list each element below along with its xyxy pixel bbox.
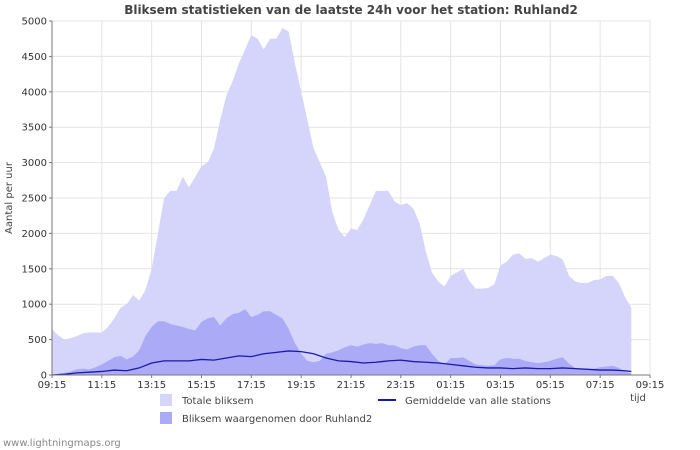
x-tick-label: 09:15 bbox=[38, 380, 67, 391]
y-tick-label: 4500 bbox=[22, 52, 47, 63]
chart-title: Bliksem statistieken van de laatste 24h … bbox=[124, 3, 578, 17]
y-tick-label: 1000 bbox=[22, 300, 47, 311]
legend-swatch-totale bbox=[160, 394, 172, 406]
y-axis-label: Aantal per uur bbox=[4, 161, 15, 234]
plot-area bbox=[51, 20, 651, 376]
x-tick-label: 11:15 bbox=[87, 380, 116, 391]
x-tick-label: 09:15 bbox=[636, 380, 665, 391]
x-tick-label: 07:15 bbox=[586, 380, 615, 391]
y-tick-label: 2000 bbox=[22, 229, 47, 240]
x-tick-label: 01:15 bbox=[436, 380, 465, 391]
legend-label-station: Bliksem waargenomen door Ruhland2 bbox=[182, 414, 372, 425]
legend-label-gemiddelde: Gemiddelde van alle stations bbox=[405, 396, 551, 407]
x-tick-label: 15:15 bbox=[187, 380, 216, 391]
y-tick-label: 1500 bbox=[22, 264, 47, 275]
y-tick-label: 5000 bbox=[22, 17, 47, 28]
x-tick-label: 03:15 bbox=[486, 380, 515, 391]
x-tick-label: 13:15 bbox=[137, 380, 166, 391]
legend-swatch-station bbox=[160, 412, 172, 424]
series-area-0 bbox=[52, 28, 632, 376]
series-line-2 bbox=[51, 350, 632, 376]
y-tick-label: 3500 bbox=[22, 123, 47, 134]
y-tick-label: 0 bbox=[41, 371, 47, 382]
x-tick-label: 23:15 bbox=[386, 380, 415, 391]
series-area-1 bbox=[52, 309, 632, 375]
x-axis-label: tijd bbox=[630, 393, 646, 404]
y-tick-label: 500 bbox=[28, 335, 47, 346]
x-tick-label: 17:15 bbox=[237, 380, 266, 391]
x-tick-label: 05:15 bbox=[536, 380, 565, 391]
watermark: www.lightningmaps.org bbox=[3, 438, 121, 449]
axes: 0 500 1000 1500 2000 2500 3000 3500 4000 4500 5000… bbox=[22, 17, 665, 392]
y-tick-label: 2500 bbox=[22, 194, 47, 205]
x-tick-label: 21:15 bbox=[337, 380, 366, 391]
legend: Totale bliksem Bliksem waargenomen door … bbox=[160, 394, 551, 425]
y-tick-label: 4000 bbox=[22, 87, 47, 98]
legend-label-totale: Totale bliksem bbox=[181, 396, 253, 407]
y-tick-label: 3000 bbox=[22, 158, 47, 169]
x-tick-label: 19:15 bbox=[287, 380, 316, 391]
